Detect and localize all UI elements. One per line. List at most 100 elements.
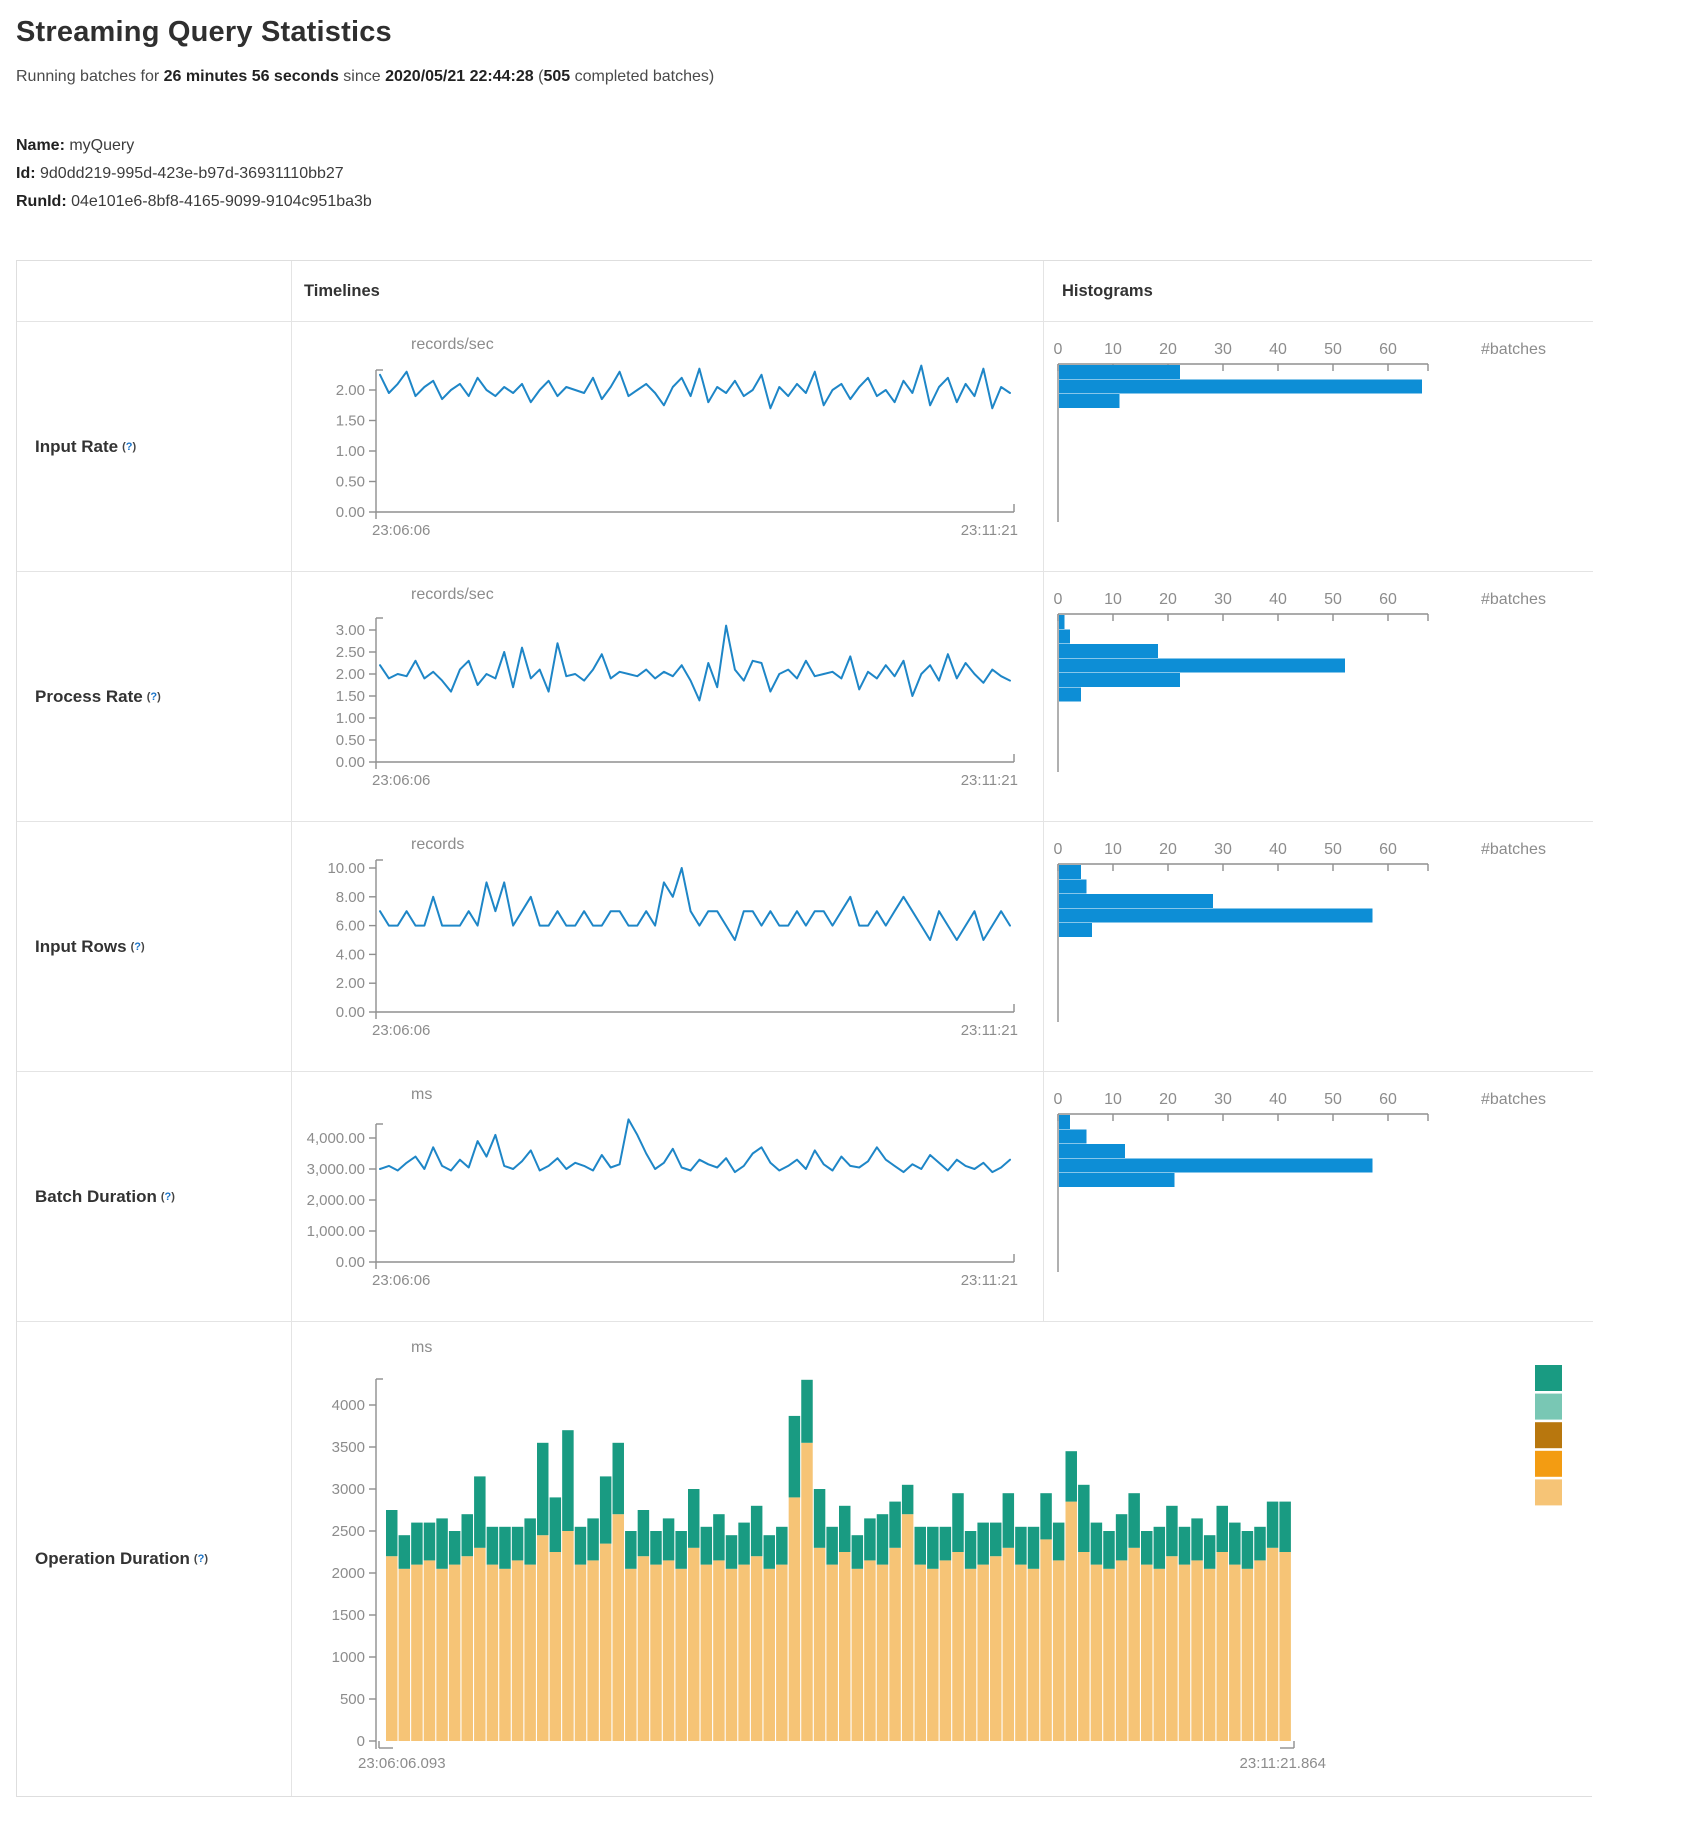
query-name-line: Name: myQuery: [16, 132, 1693, 160]
help-question-mark: ?: [197, 1553, 205, 1565]
runid-label: RunId:: [16, 193, 67, 210]
help-tooltip-icon[interactable]: (?): [147, 691, 161, 703]
summary-text: Running batches for: [16, 68, 164, 85]
svg-text:1,000.00: 1,000.00: [307, 1223, 365, 1240]
svg-text:30: 30: [1214, 1091, 1232, 1108]
help-tooltip-icon[interactable]: (?): [122, 441, 136, 453]
svg-text:8.00: 8.00: [336, 889, 365, 906]
process-rate-histogram-cell: 0 10 20 30 40 50 60 #batches: [1044, 572, 1593, 822]
input-rate-timeline-chart: records/sec 2.00 1.50 1.00 0.50 0.00 23:06:06 2…: [336, 336, 1018, 539]
name-label: Name:: [16, 137, 65, 154]
input-rate-timeline-cell: records/sec 2.00 1.50 1.00 0.50 0.00 23:06:06 2…: [292, 322, 1044, 572]
histograms-column-header: Histograms: [1044, 261, 1593, 322]
svg-text:60: 60: [1379, 341, 1397, 358]
svg-text:10.00: 10.00: [327, 860, 365, 877]
query-id-line: Id: 9d0dd219-995d-423e-b97d-36931110bb27: [16, 160, 1693, 188]
svg-text:ms: ms: [411, 1339, 432, 1356]
help-paren: (: [130, 940, 135, 953]
svg-text:23:11:21: 23:11:21: [961, 1022, 1018, 1039]
help-question-mark: ?: [164, 1190, 172, 1203]
help-paren: ): [141, 940, 145, 953]
summary-text: completed batches): [570, 68, 715, 85]
statistics-table: Timelines Histograms Input Rate (?) reco…: [16, 260, 1593, 1797]
legend-swatch-4: [1535, 1479, 1562, 1506]
help-tooltip-icon[interactable]: (?): [161, 1191, 175, 1203]
svg-text:2000: 2000: [332, 1565, 365, 1582]
input-rows-histogram-chart: 0 10 20 30 40 50 60 #batches: [1054, 841, 1546, 1022]
svg-text:0.00: 0.00: [336, 1254, 365, 1271]
svg-text:50: 50: [1324, 341, 1342, 358]
svg-text:10: 10: [1104, 841, 1122, 858]
svg-text:30: 30: [1214, 341, 1232, 358]
svg-text:10: 10: [1104, 341, 1122, 358]
svg-text:3000: 3000: [332, 1481, 365, 1498]
svg-text:#batches: #batches: [1481, 341, 1546, 358]
row-label-input-rate: Input Rate (?): [17, 322, 292, 572]
svg-text:23:06:06: 23:06:06: [372, 522, 430, 539]
svg-text:23:11:21: 23:11:21: [961, 772, 1018, 789]
svg-text:20: 20: [1159, 841, 1177, 858]
svg-text:0.50: 0.50: [336, 474, 365, 491]
svg-text:0: 0: [357, 1733, 365, 1750]
id-label: Id:: [16, 165, 36, 182]
help-tooltip-icon[interactable]: (?): [194, 1553, 208, 1565]
svg-text:20: 20: [1159, 341, 1177, 358]
svg-text:#batches: #batches: [1481, 841, 1546, 858]
svg-text:50: 50: [1324, 591, 1342, 608]
svg-text:23:06:06: 23:06:06: [372, 1272, 430, 1289]
help-paren: ): [132, 440, 137, 453]
svg-text:2,000.00: 2,000.00: [307, 1192, 365, 1209]
svg-text:2.50: 2.50: [336, 644, 365, 661]
help-question-mark: ?: [150, 690, 158, 703]
legend-swatch-1: [1535, 1393, 1562, 1420]
svg-text:40: 40: [1269, 841, 1287, 858]
help-question-mark: ?: [125, 440, 133, 453]
row-label-input-rows: Input Rows (?): [17, 822, 292, 1072]
svg-text:20: 20: [1159, 1091, 1177, 1108]
row-label-text: Operation Duration: [35, 1549, 190, 1568]
svg-text:4000: 4000: [332, 1397, 365, 1414]
svg-text:#batches: #batches: [1481, 591, 1546, 608]
svg-text:1000: 1000: [332, 1649, 365, 1666]
timelines-column-header: Timelines: [292, 261, 1044, 322]
svg-text:50: 50: [1324, 1091, 1342, 1108]
svg-text:23:06:06: 23:06:06: [372, 1022, 430, 1039]
legend-swatch-2: [1535, 1422, 1562, 1449]
svg-text:2.00: 2.00: [336, 975, 365, 992]
help-question-mark: ?: [134, 940, 142, 953]
svg-text:1.50: 1.50: [336, 688, 365, 705]
svg-text:20: 20: [1159, 591, 1177, 608]
svg-text:4,000.00: 4,000.00: [307, 1130, 365, 1147]
svg-text:records/sec: records/sec: [411, 586, 494, 603]
svg-text:1.00: 1.00: [336, 710, 365, 727]
svg-text:40: 40: [1269, 341, 1287, 358]
svg-text:1.00: 1.00: [336, 443, 365, 460]
svg-text:2.00: 2.00: [336, 382, 365, 399]
help-paren: (: [122, 440, 126, 453]
svg-text:30: 30: [1214, 841, 1232, 858]
svg-text:0: 0: [1054, 1091, 1063, 1108]
help-paren: ): [171, 1190, 175, 1203]
svg-text:records: records: [411, 836, 464, 853]
batch-duration-histogram-chart: 0 10 20 30 40 50 60 #batches: [1054, 1091, 1546, 1272]
help-tooltip-icon[interactable]: (?): [131, 941, 145, 953]
summary-text: (: [533, 68, 544, 85]
row-label-text: Process Rate: [35, 686, 143, 706]
summary-text: since: [338, 68, 386, 85]
batch-duration-timeline-chart: ms 4,000.00 3,000.00 2,000.00 1,000.00 0.00 23…: [307, 1086, 1018, 1289]
input-rows-timeline-cell: records 10.00 8.00 6.00 4.00 2.00 0.00 23:06:06…: [292, 822, 1044, 1072]
running-batches-summary: Running batches for 26 minutes 56 second…: [16, 68, 1693, 86]
operation-duration-stacked-chart: ms 4000 3500 3000 2500 2000 1500 1000 500 0 23:06:…: [332, 1339, 1562, 1772]
svg-text:40: 40: [1269, 591, 1287, 608]
start-timestamp: 2020/05/21 22:44:28: [385, 68, 534, 85]
table-corner-cell: [17, 261, 292, 322]
svg-text:0.00: 0.00: [336, 1004, 365, 1021]
svg-text:3.00: 3.00: [336, 622, 365, 639]
svg-text:23:11:21: 23:11:21: [961, 1272, 1018, 1289]
operation-duration-chart-cell: ms 4000 3500 3000 2500 2000 1500 1000 500 0 23:06:…: [292, 1322, 1593, 1796]
svg-text:3500: 3500: [332, 1439, 365, 1456]
row-label-operation-duration: Operation Duration (?): [17, 1322, 292, 1796]
svg-text:23:06:06.093: 23:06:06.093: [358, 1755, 446, 1772]
svg-text:0: 0: [1054, 841, 1063, 858]
row-label-text: Batch Duration: [35, 1186, 157, 1206]
